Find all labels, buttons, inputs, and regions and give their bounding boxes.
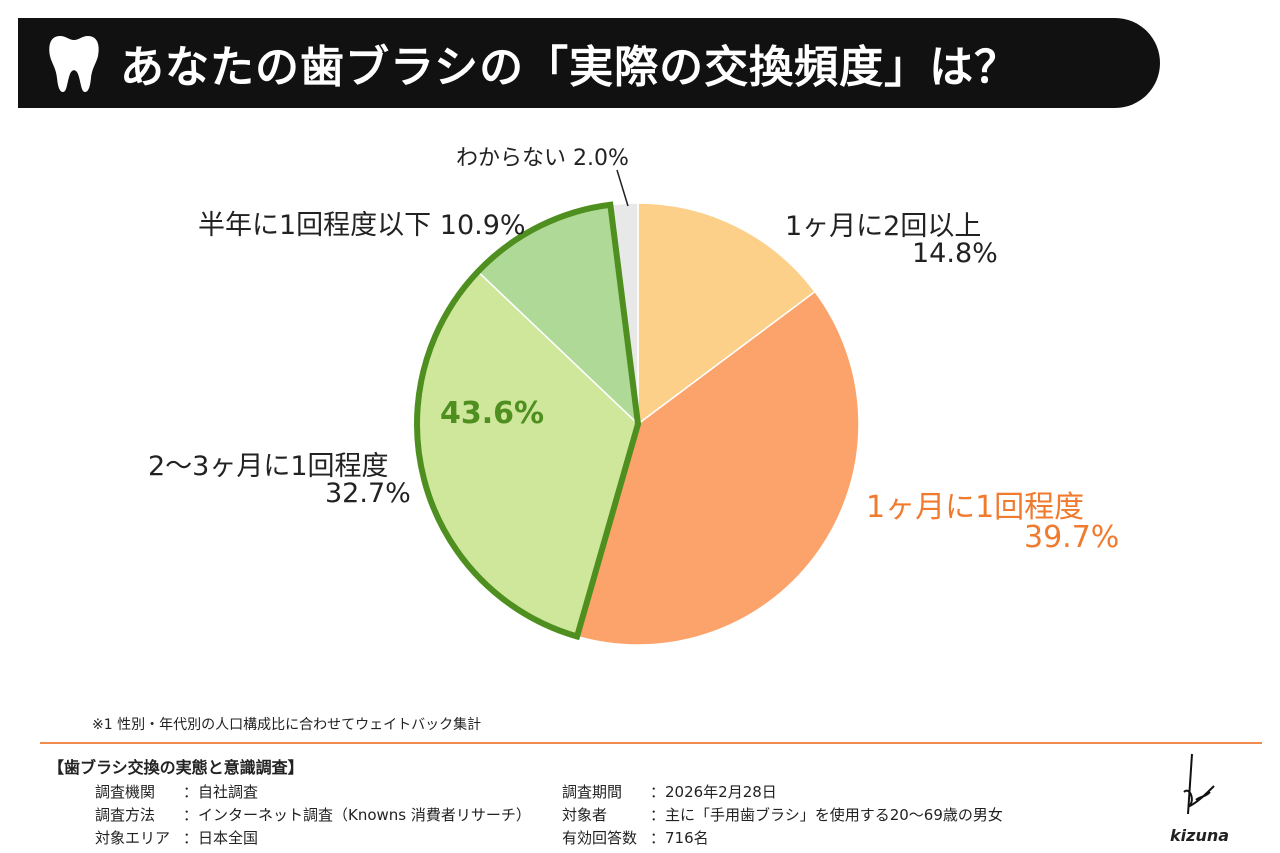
pie-slice-1 <box>637 202 817 426</box>
survey-row: 対象エリア ：日本全国 <box>95 829 259 847</box>
leader-line-unknown <box>616 169 629 207</box>
label-half-year: 半年に1回程度以下 10.9% <box>198 210 526 241</box>
brand-logo-mark <box>1183 753 1215 815</box>
label-2x-month: 1ヶ月に2回以上 <box>785 211 982 242</box>
survey-title: 【歯ブラシ交換の実態と意識調査】 <box>48 758 304 777</box>
tooth-icon <box>49 36 99 92</box>
pie-chart <box>414 169 860 646</box>
brand-name: kizuna <box>1170 826 1230 845</box>
footnote: ※1 性別・年代別の人口構成比に合わせてウェイトバック集計 <box>92 717 482 733</box>
survey-row: 調査方法 ：インターネット調査（Knowns 消費者リサーチ） <box>95 806 531 824</box>
label-1x-month: 1ヶ月に1回程度 <box>866 490 1085 525</box>
value-1x-month: 39.7% <box>1024 520 1120 555</box>
pie-slice-2 <box>576 290 860 646</box>
label-unknown: わからない 2.0% <box>456 146 629 171</box>
label-2-3-months: 2〜3ヶ月に1回程度 <box>148 451 389 482</box>
survey-row: 調査機関 ：自社調査 <box>95 783 259 801</box>
survey-row: 対象者 ：主に「手用歯ブラシ」を使用する20〜69歳の男女 <box>562 806 1003 824</box>
highlight-total: 43.6% <box>440 396 545 431</box>
survey-row: 有効回答数 ：716名 <box>562 829 709 847</box>
survey-row: 調査期間 ：2026年2月28日 <box>562 783 777 801</box>
page-title: あなたの歯ブラシの「実際の交換頻度」は？ <box>120 42 1020 93</box>
value-2-3-months: 32.7% <box>325 478 411 509</box>
divider <box>40 742 1262 744</box>
value-2x-month: 14.8% <box>912 238 998 269</box>
title-bar: あなたの歯ブラシの「実際の交換頻度」は？ <box>18 18 1160 108</box>
highlight-outline <box>414 201 642 641</box>
